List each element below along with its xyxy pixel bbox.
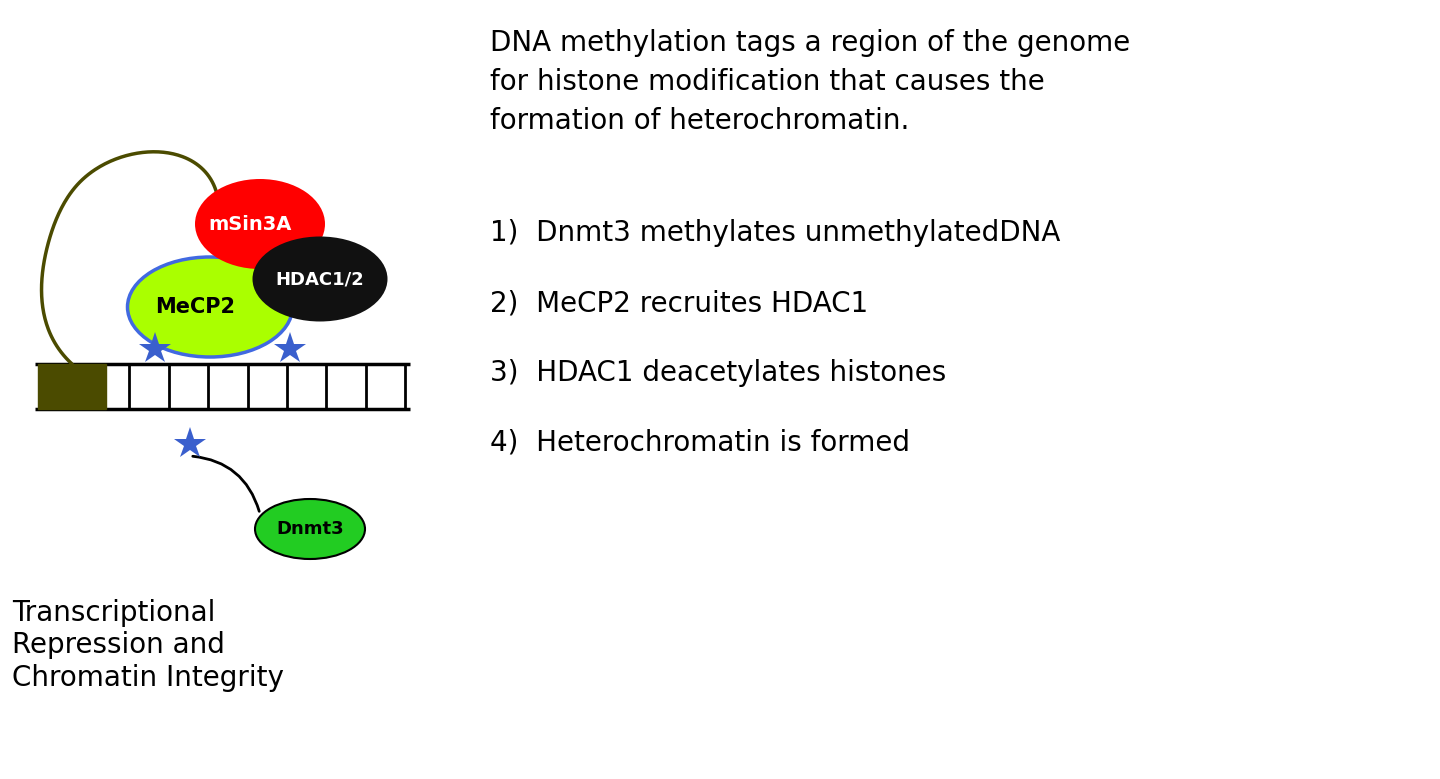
Text: HDAC1/2: HDAC1/2 (275, 270, 364, 288)
Text: 3)  HDAC1 deacetylates histones: 3) HDAC1 deacetylates histones (490, 359, 946, 387)
FancyBboxPatch shape (37, 364, 107, 409)
Ellipse shape (252, 237, 387, 322)
Ellipse shape (255, 499, 364, 559)
Text: DNA methylation tags a region of the genome
for histone modification that causes: DNA methylation tags a region of the gen… (490, 29, 1130, 135)
Text: 4)  Heterochromatin is formed: 4) Heterochromatin is formed (490, 429, 910, 457)
Text: Transcriptional
Repression and
Chromatin Integrity: Transcriptional Repression and Chromatin… (12, 599, 284, 692)
Ellipse shape (194, 179, 325, 269)
Text: 2)  MeCP2 recruites HDAC1: 2) MeCP2 recruites HDAC1 (490, 289, 868, 317)
FancyArrowPatch shape (193, 456, 259, 511)
Text: mSin3A: mSin3A (209, 214, 292, 234)
Text: 1)  Dnmt3 methylates unmethylatedDNA: 1) Dnmt3 methylates unmethylatedDNA (490, 219, 1060, 247)
Text: MeCP2: MeCP2 (156, 297, 235, 317)
Text: Dnmt3: Dnmt3 (276, 520, 344, 538)
Ellipse shape (128, 257, 292, 357)
